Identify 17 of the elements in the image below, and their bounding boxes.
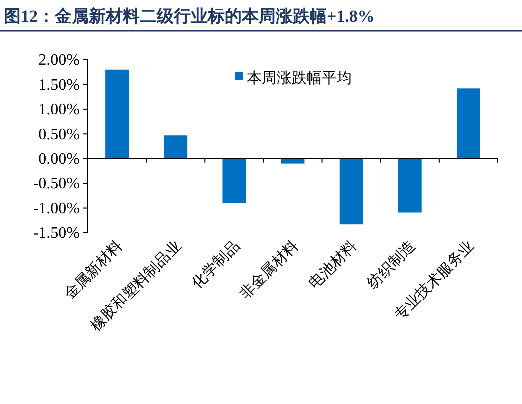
y-tick-label: 0.00% [38,150,80,168]
y-tick-label: 2.00% [38,52,80,70]
bar [457,88,480,159]
y-tick-label: -0.50% [33,176,80,193]
x-tick-label: 电池材料 [306,238,360,292]
y-tick-label: -1.50% [33,225,80,242]
y-tick-label: -1.00% [33,200,80,218]
bar [398,158,422,213]
y-tick-label: 1.00% [38,102,80,119]
bar [106,70,129,159]
bar [340,158,364,225]
legend-label: 本周涨跌幅平均 [247,70,352,87]
y-tick-label: 0.50% [38,126,80,144]
bar [164,136,188,159]
y-tick-label: 1.50% [38,76,80,94]
chart-title: 图12：金属新材料二级行业标的本周涨跌幅+1.8% [4,7,375,26]
bar [222,158,246,204]
